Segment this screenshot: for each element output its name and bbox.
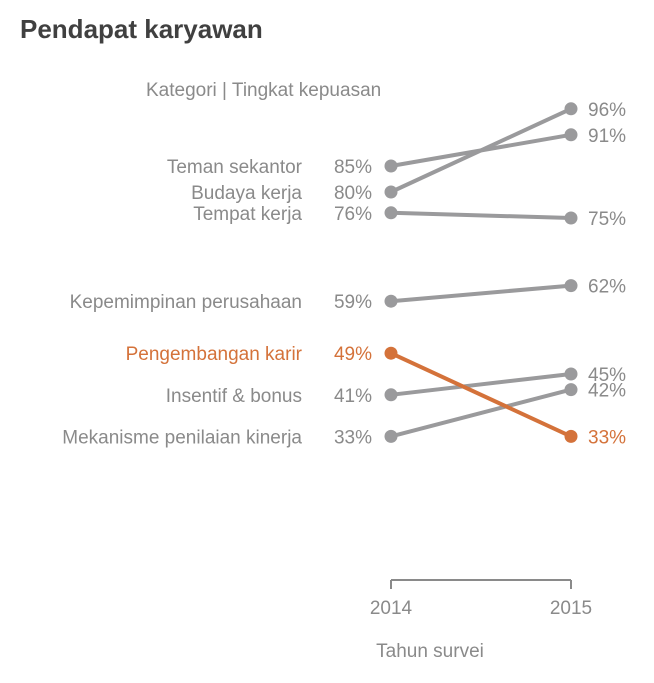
category-label-teman-sekantor: Teman sekantor — [167, 157, 303, 178]
value-label-2014-kepemimpinan-perusahaan: 59% — [334, 292, 372, 313]
chart-title: Pendapat karyawan — [20, 14, 263, 44]
point-2015-budaya-kerja — [564, 102, 578, 116]
point-2015-pengembangan-karir — [564, 429, 578, 443]
value-label-2014-insentif-and-bonus: 41% — [334, 386, 372, 407]
value-label-2015-pengembangan-karir: 33% — [588, 427, 626, 448]
point-2014-insentif-and-bonus — [384, 388, 398, 402]
value-label-2015-tempat-kerja: 75% — [588, 209, 626, 230]
value-label-2015-kepemimpinan-perusahaan: 62% — [588, 277, 626, 298]
series-line-pengembangan-karir — [389, 351, 573, 439]
series-line-insentif-and-bonus — [389, 372, 573, 397]
category-label-mekanisme-penilaian-kinerja: Mekanisme penilaian kinerja — [62, 427, 302, 448]
series-line-tempat-kerja — [389, 210, 573, 220]
point-2015-teman-sekantor — [564, 128, 578, 142]
x-axis-title: Tahun survei — [376, 641, 484, 662]
value-label-2014-mekanisme-penilaian-kinerja: 33% — [334, 427, 372, 448]
value-label-2015-insentif-and-bonus: 45% — [588, 365, 626, 386]
point-2015-tempat-kerja — [564, 211, 578, 225]
value-label-2015-teman-sekantor: 91% — [588, 126, 626, 147]
point-2015-mekanisme-penilaian-kinerja — [564, 383, 578, 397]
category-label-tempat-kerja: Tempat kerja — [193, 204, 302, 225]
value-label-2014-pengembangan-karir: 49% — [334, 344, 372, 365]
point-2014-mekanisme-penilaian-kinerja — [384, 429, 398, 443]
value-label-2015-mekanisme-penilaian-kinerja: 42% — [588, 381, 626, 402]
value-label-2015-budaya-kerja: 96% — [588, 100, 626, 121]
category-header: Kategori | Tingkat kepuasan — [146, 80, 381, 101]
x-axis: 2014 2015 Tahun survei — [370, 579, 592, 662]
value-label-2014-teman-sekantor: 85% — [334, 157, 372, 178]
series-labels: Teman sekantor 85% 91% Budaya kerja 80% 96% Te… — [62, 100, 626, 449]
value-label-2014-budaya-kerja: 80% — [334, 183, 372, 204]
category-label-pengembangan-karir: Pengembangan karir — [126, 344, 303, 365]
category-label-budaya-kerja: Budaya kerja — [191, 183, 302, 204]
point-2014-pengembangan-karir — [384, 346, 398, 360]
series-line-mekanisme-penilaian-kinerja — [389, 387, 573, 439]
x-tick-label-2014: 2014 — [370, 598, 413, 619]
point-2015-insentif-and-bonus — [564, 367, 578, 381]
x-tick-label-2015: 2015 — [550, 598, 592, 619]
series-line-budaya-kerja — [389, 106, 573, 194]
value-label-2014-tempat-kerja: 76% — [334, 204, 372, 225]
point-2015-kepemimpinan-perusahaan — [564, 279, 578, 293]
series-line-kepemimpinan-perusahaan — [389, 283, 573, 304]
category-label-kepemimpinan-perusahaan: Kepemimpinan perusahaan — [70, 292, 302, 313]
series-lines — [384, 102, 578, 443]
point-2014-budaya-kerja — [384, 185, 398, 199]
point-2014-kepemimpinan-perusahaan — [384, 294, 398, 308]
point-2014-tempat-kerja — [384, 206, 398, 220]
point-2014-teman-sekantor — [384, 159, 398, 173]
category-label-insentif-and-bonus: Insentif & bonus — [166, 386, 302, 407]
